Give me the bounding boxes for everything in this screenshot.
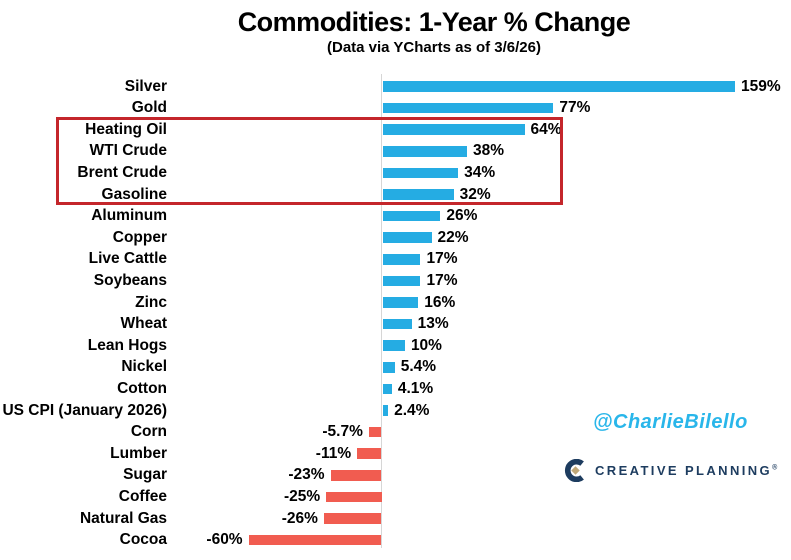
watermark-handle: @CharlieBilello (593, 411, 748, 433)
value-label: 17% (426, 271, 458, 289)
category-label: Corn (130, 423, 167, 441)
category-label: Cotton (117, 379, 167, 397)
bar-positive (382, 405, 389, 416)
category-label: Heating Oil (85, 120, 167, 138)
value-label: 159% (740, 77, 781, 95)
logo-c-arc (564, 459, 584, 482)
value-label: 26% (446, 207, 478, 225)
bar-negative (368, 426, 382, 438)
bar-negative (330, 470, 382, 481)
logo-gold-diamond (571, 466, 580, 475)
bar-positive (382, 297, 419, 308)
value-label: -5.7% (322, 423, 363, 441)
value-label: 10% (410, 336, 442, 354)
value-label: -11% (315, 444, 352, 462)
bar-positive (382, 124, 525, 135)
value-label: 34% (464, 163, 496, 181)
category-label: Soybeans (93, 271, 167, 289)
category-label: Zinc (135, 293, 167, 311)
category-label: WTI Crude (89, 142, 168, 160)
value-label: 2.4% (394, 401, 430, 419)
value-label: 64% (530, 120, 562, 138)
bar-positive (382, 318, 412, 330)
zero-axis-line (381, 74, 383, 548)
bar-positive (382, 383, 392, 395)
category-label: Sugar (123, 466, 167, 484)
value-label: 32% (459, 185, 491, 203)
chart-subtitle: (Data via YCharts as of 3/6/26) (327, 39, 541, 56)
category-label: US CPI (January 2026) (2, 401, 167, 419)
value-label: 77% (559, 99, 591, 117)
bar-positive (382, 210, 441, 222)
value-label: 38% (472, 142, 504, 160)
heading-block: Commodities: 1-Year % Change (Data via Y… (78, 6, 790, 57)
bar-positive (382, 81, 735, 92)
category-label: Brent Crude (77, 163, 167, 181)
creative-planning-logo-text: CREATIVE PLANNING® (595, 463, 780, 478)
category-label: Natural Gas (79, 509, 167, 527)
category-label: Gold (131, 99, 167, 117)
value-label: 16% (424, 293, 456, 311)
category-label: Cocoa (119, 531, 167, 549)
logo-trademark: ® (772, 464, 780, 472)
bar-positive (382, 146, 467, 157)
category-label: Nickel (121, 358, 167, 376)
highlight-box (56, 117, 563, 205)
value-label: 22% (437, 228, 469, 246)
value-label: -26% (281, 509, 318, 527)
bar-negative (248, 534, 382, 546)
creative-planning-logo: CREATIVE PLANNING® (564, 459, 780, 482)
category-label: Copper (112, 228, 167, 246)
bar-negative (357, 448, 382, 459)
value-label: 4.1% (397, 379, 434, 397)
bar-positive (382, 232, 432, 243)
value-label: 17% (426, 250, 458, 268)
bar-positive (382, 254, 421, 265)
bar-positive (382, 167, 459, 179)
bar-positive (382, 102, 554, 114)
value-label: 5.4% (400, 358, 437, 376)
category-label: Gasoline (101, 185, 167, 203)
chart-title: Commodities: 1-Year % Change (237, 7, 631, 37)
category-label: Wheat (120, 315, 168, 333)
creative-planning-logo-icon (564, 459, 584, 482)
category-label: Aluminum (91, 207, 167, 225)
bar-negative (323, 513, 382, 524)
bar-positive (382, 362, 395, 373)
category-label: Lumber (110, 444, 167, 462)
category-label: Lean Hogs (87, 336, 167, 354)
bar-positive (382, 189, 454, 200)
category-label: Live Cattle (88, 250, 167, 268)
value-label: -23% (288, 466, 325, 484)
value-label: -25% (283, 487, 321, 505)
bar-positive (382, 340, 405, 351)
value-label: 13% (417, 315, 449, 333)
bar-negative (326, 491, 382, 503)
value-label: -60% (206, 531, 243, 549)
category-label: Coffee (118, 487, 167, 505)
bar-positive (382, 275, 421, 287)
category-label: Silver (124, 77, 167, 95)
